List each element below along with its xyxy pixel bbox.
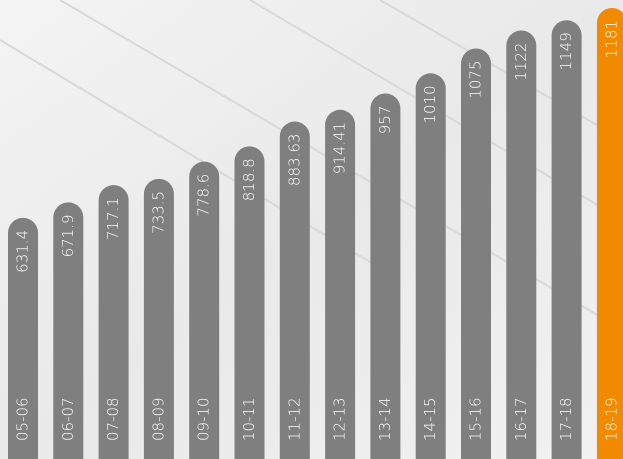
bar — [143, 178, 174, 459]
value-label: 883.63 — [285, 134, 303, 187]
value-label: 717.1 — [104, 197, 122, 240]
category-label: 13-14 — [376, 397, 394, 441]
value-label: 733.5 — [149, 191, 167, 234]
bar — [98, 185, 129, 459]
bar — [234, 146, 265, 459]
category-label: 06-07 — [59, 397, 77, 441]
value-label: 1010 — [421, 85, 439, 123]
value-label: 778.6 — [195, 174, 213, 217]
value-label: 1122 — [512, 43, 530, 81]
category-label: 07-08 — [104, 397, 122, 441]
bar — [8, 217, 38, 459]
bar — [189, 161, 220, 459]
bar — [596, 8, 623, 459]
category-label: 10-11 — [240, 397, 258, 441]
category-label: 05-06 — [14, 397, 32, 441]
bar — [370, 93, 401, 459]
category-label: 17-18 — [557, 397, 575, 441]
value-label: 631.4 — [14, 230, 32, 273]
category-label: 08-09 — [149, 397, 167, 441]
value-label: 1149 — [557, 32, 575, 70]
category-label: 12-13 — [331, 397, 349, 441]
value-label: 1075 — [467, 60, 485, 98]
bar — [551, 20, 582, 459]
value-label: 957 — [376, 106, 394, 135]
value-label: 914.41 — [331, 122, 349, 175]
bar — [415, 73, 446, 459]
bar — [506, 30, 537, 459]
bar — [325, 109, 356, 459]
category-label: 14-15 — [421, 397, 439, 441]
category-label: 09-10 — [195, 397, 213, 441]
category-label: 16-17 — [512, 397, 530, 441]
value-label: 818.8 — [240, 158, 258, 201]
category-label: 11-12 — [285, 397, 303, 441]
category-label: 15-16 — [467, 397, 485, 441]
category-label: 18-19 — [602, 397, 620, 441]
bar — [53, 202, 84, 459]
bar — [279, 121, 310, 459]
value-label: 671.9 — [59, 214, 77, 257]
value-label: 1181 — [602, 20, 620, 58]
bar — [461, 48, 491, 459]
